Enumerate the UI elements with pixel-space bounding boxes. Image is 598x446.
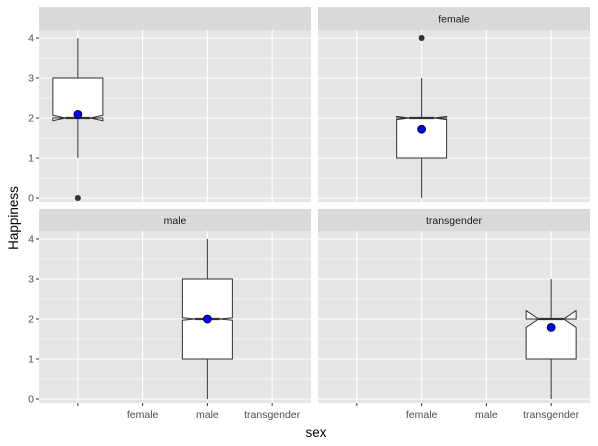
x-tick-label: female (406, 409, 438, 421)
facet-strip-label: transgender (426, 215, 483, 227)
x-axis-layer: female male transgender female male transgend… (77, 403, 580, 421)
x-axis-title: sex (305, 425, 326, 440)
mean-point (546, 322, 556, 332)
y-axis-title: Happiness (6, 186, 21, 250)
mean-point (202, 314, 212, 324)
panel-background (39, 231, 311, 403)
mean-point (73, 110, 83, 119)
facet-strip-label: female (438, 14, 470, 26)
facet-strip-label: male (164, 215, 187, 227)
y-tick-label: 0 (28, 394, 34, 406)
y-tick-label: 3 (28, 274, 34, 286)
y-axis-layer: 0 1 2 3 4 0 1 2 3 4 (28, 33, 39, 406)
y-tick-label: 3 (28, 73, 34, 85)
x-tick-label: male (475, 409, 498, 421)
y-tick-label: 4 (28, 33, 34, 45)
facet-strip (39, 7, 311, 30)
notched-box (525, 309, 577, 360)
outlier-point (74, 195, 81, 201)
notched-box (52, 77, 104, 122)
facet-strip (39, 209, 311, 231)
y-tick-label: 1 (28, 354, 34, 366)
y-tick-label: 4 (28, 234, 34, 246)
y-tick-label: 2 (28, 314, 34, 326)
panel-background (318, 231, 590, 403)
panel-background (318, 30, 590, 202)
facet-panel: transgender (318, 209, 590, 403)
x-tick-label: female (127, 409, 159, 421)
y-tick-label: 1 (28, 153, 34, 165)
outlier-point (418, 35, 425, 41)
x-tick-label: transgender (244, 409, 301, 421)
notched-box (396, 115, 448, 159)
x-tick-label: male (196, 409, 219, 421)
facet-panel: female (318, 7, 590, 202)
facet-strip (318, 209, 590, 231)
facet-panel: male (39, 209, 311, 403)
y-tick-label: 2 (28, 113, 34, 125)
facet-strip (318, 7, 590, 30)
panels-layer: female male transgender (39, 7, 590, 403)
x-tick-label: transgender (523, 409, 580, 421)
y-tick-label: 0 (28, 193, 34, 205)
facet-panel (39, 7, 311, 202)
mean-point (417, 124, 427, 134)
